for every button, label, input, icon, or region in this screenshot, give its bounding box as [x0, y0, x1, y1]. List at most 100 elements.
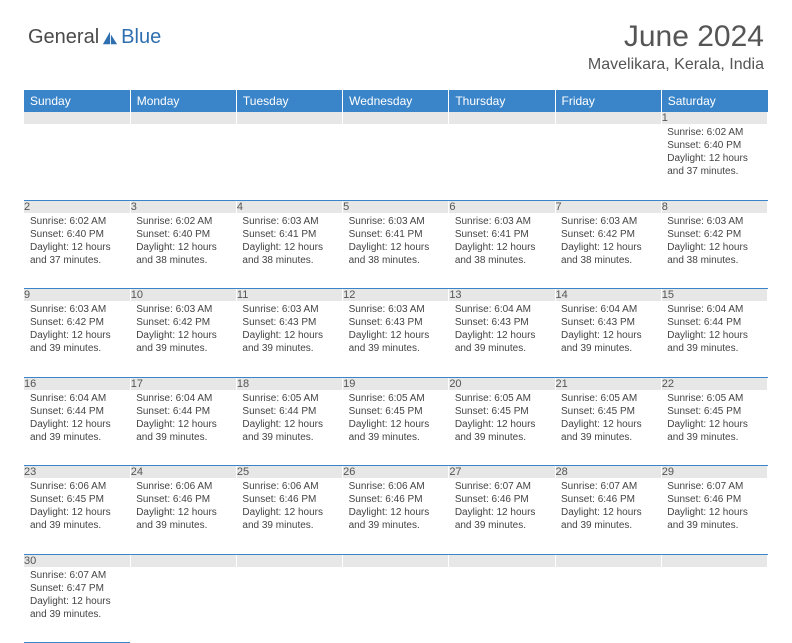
- day-number-cell: 29: [661, 466, 767, 479]
- week-body-row: Sunrise: 6:02 AMSunset: 6:40 PMDaylight:…: [24, 213, 768, 289]
- sunrise-line: Sunrise: 6:05 AM: [349, 392, 443, 405]
- day-body-cell: Sunrise: 6:06 AMSunset: 6:46 PMDaylight:…: [236, 478, 342, 554]
- day-number-cell: [449, 554, 555, 567]
- day-details: Sunrise: 6:03 AMSunset: 6:41 PMDaylight:…: [236, 213, 342, 271]
- day-body-cell: Sunrise: 6:07 AMSunset: 6:47 PMDaylight:…: [24, 567, 130, 643]
- location-text: Mavelikara, Kerala, India: [588, 56, 764, 74]
- day-body-cell: [236, 567, 342, 643]
- day-number-cell: 28: [555, 466, 661, 479]
- sunrise-line: Sunrise: 6:06 AM: [349, 480, 443, 493]
- daylight-line: Daylight: 12 hours and 39 minutes.: [561, 329, 655, 355]
- sunset-line: Sunset: 6:43 PM: [242, 316, 336, 329]
- daylight-line: Daylight: 12 hours and 39 minutes.: [30, 595, 124, 621]
- day-body-cell: Sunrise: 6:05 AMSunset: 6:45 PMDaylight:…: [555, 390, 661, 466]
- day-number-cell: 4: [236, 200, 342, 213]
- daylight-line: Daylight: 12 hours and 39 minutes.: [136, 329, 230, 355]
- daylight-line: Daylight: 12 hours and 39 minutes.: [455, 506, 549, 532]
- day-body-cell: Sunrise: 6:03 AMSunset: 6:42 PMDaylight:…: [24, 301, 130, 377]
- sunrise-line: Sunrise: 6:02 AM: [30, 215, 124, 228]
- sunset-line: Sunset: 6:45 PM: [455, 405, 549, 418]
- day-details: Sunrise: 6:04 AMSunset: 6:44 PMDaylight:…: [661, 301, 767, 359]
- daylight-line: Daylight: 12 hours and 38 minutes.: [561, 241, 655, 267]
- sunrise-line: Sunrise: 6:05 AM: [561, 392, 655, 405]
- week-body-row: Sunrise: 6:04 AMSunset: 6:44 PMDaylight:…: [24, 390, 768, 466]
- day-number-cell: 6: [449, 200, 555, 213]
- week-body-row: Sunrise: 6:07 AMSunset: 6:47 PMDaylight:…: [24, 567, 768, 643]
- day-body-cell: Sunrise: 6:02 AMSunset: 6:40 PMDaylight:…: [24, 213, 130, 289]
- sunrise-line: Sunrise: 6:07 AM: [667, 480, 761, 493]
- day-number-cell: [130, 554, 236, 567]
- sunrise-line: Sunrise: 6:03 AM: [242, 303, 336, 316]
- day-number-cell: 8: [661, 200, 767, 213]
- day-number-cell: [555, 112, 661, 124]
- sunset-line: Sunset: 6:46 PM: [455, 493, 549, 506]
- day-number-cell: 11: [236, 289, 342, 302]
- day-number-cell: [661, 554, 767, 567]
- day-number-cell: 26: [343, 466, 449, 479]
- day-details: Sunrise: 6:06 AMSunset: 6:45 PMDaylight:…: [24, 478, 130, 536]
- day-body-cell: Sunrise: 6:04 AMSunset: 6:44 PMDaylight:…: [661, 301, 767, 377]
- day-details: Sunrise: 6:02 AMSunset: 6:40 PMDaylight:…: [661, 124, 767, 182]
- sunrise-line: Sunrise: 6:04 AM: [561, 303, 655, 316]
- day-body-cell: Sunrise: 6:06 AMSunset: 6:46 PMDaylight:…: [130, 478, 236, 554]
- sunrise-line: Sunrise: 6:07 AM: [455, 480, 549, 493]
- sunrise-line: Sunrise: 6:05 AM: [455, 392, 549, 405]
- day-number-cell: 17: [130, 377, 236, 390]
- daylight-line: Daylight: 12 hours and 38 minutes.: [667, 241, 761, 267]
- sunrise-line: Sunrise: 6:07 AM: [30, 569, 124, 582]
- week-body-row: Sunrise: 6:06 AMSunset: 6:45 PMDaylight:…: [24, 478, 768, 554]
- day-number-cell: 13: [449, 289, 555, 302]
- day-body-cell: [661, 567, 767, 643]
- day-details: Sunrise: 6:03 AMSunset: 6:43 PMDaylight:…: [343, 301, 449, 359]
- daylight-line: Daylight: 12 hours and 39 minutes.: [349, 418, 443, 444]
- day-header-row: Sunday Monday Tuesday Wednesday Thursday…: [24, 90, 768, 112]
- day-body-cell: [555, 124, 661, 200]
- week-body-row: Sunrise: 6:02 AMSunset: 6:40 PMDaylight:…: [24, 124, 768, 200]
- daylight-line: Daylight: 12 hours and 39 minutes.: [349, 506, 443, 532]
- day-number-cell: 14: [555, 289, 661, 302]
- day-body-cell: Sunrise: 6:03 AMSunset: 6:41 PMDaylight:…: [449, 213, 555, 289]
- week-daynum-row: 1: [24, 112, 768, 124]
- sunrise-line: Sunrise: 6:03 AM: [667, 215, 761, 228]
- month-title: June 2024: [588, 20, 764, 54]
- day-details: Sunrise: 6:06 AMSunset: 6:46 PMDaylight:…: [236, 478, 342, 536]
- day-number-cell: 23: [24, 466, 130, 479]
- sail-icon: [101, 30, 119, 46]
- day-body-cell: [130, 567, 236, 643]
- day-details: Sunrise: 6:05 AMSunset: 6:45 PMDaylight:…: [555, 390, 661, 448]
- day-body-cell: Sunrise: 6:03 AMSunset: 6:42 PMDaylight:…: [661, 213, 767, 289]
- day-details: Sunrise: 6:02 AMSunset: 6:40 PMDaylight:…: [130, 213, 236, 271]
- sunrise-line: Sunrise: 6:04 AM: [455, 303, 549, 316]
- day-details: Sunrise: 6:04 AMSunset: 6:44 PMDaylight:…: [24, 390, 130, 448]
- week-daynum-row: 16171819202122: [24, 377, 768, 390]
- daylight-line: Daylight: 12 hours and 39 minutes.: [561, 506, 655, 532]
- sunset-line: Sunset: 6:41 PM: [349, 228, 443, 241]
- day-body-cell: Sunrise: 6:05 AMSunset: 6:45 PMDaylight:…: [449, 390, 555, 466]
- daylight-line: Daylight: 12 hours and 39 minutes.: [242, 418, 336, 444]
- sunrise-line: Sunrise: 6:03 AM: [561, 215, 655, 228]
- day-body-cell: [343, 567, 449, 643]
- sunrise-line: Sunrise: 6:03 AM: [349, 303, 443, 316]
- day-details: Sunrise: 6:05 AMSunset: 6:45 PMDaylight:…: [449, 390, 555, 448]
- sunset-line: Sunset: 6:44 PM: [242, 405, 336, 418]
- day-details: Sunrise: 6:05 AMSunset: 6:44 PMDaylight:…: [236, 390, 342, 448]
- day-body-cell: Sunrise: 6:07 AMSunset: 6:46 PMDaylight:…: [449, 478, 555, 554]
- day-body-cell: Sunrise: 6:05 AMSunset: 6:44 PMDaylight:…: [236, 390, 342, 466]
- sunset-line: Sunset: 6:47 PM: [30, 582, 124, 595]
- daylight-line: Daylight: 12 hours and 39 minutes.: [455, 329, 549, 355]
- brand-part2: Blue: [121, 26, 161, 49]
- sunset-line: Sunset: 6:41 PM: [455, 228, 549, 241]
- sunset-line: Sunset: 6:44 PM: [136, 405, 230, 418]
- day-number-cell: 1: [661, 112, 767, 124]
- day-body-cell: Sunrise: 6:03 AMSunset: 6:41 PMDaylight:…: [236, 213, 342, 289]
- day-number-cell: [343, 554, 449, 567]
- sunset-line: Sunset: 6:44 PM: [667, 316, 761, 329]
- daylight-line: Daylight: 12 hours and 39 minutes.: [667, 506, 761, 532]
- sunset-line: Sunset: 6:42 PM: [136, 316, 230, 329]
- daylight-line: Daylight: 12 hours and 37 minutes.: [30, 241, 124, 267]
- sunrise-line: Sunrise: 6:03 AM: [30, 303, 124, 316]
- daylight-line: Daylight: 12 hours and 38 minutes.: [455, 241, 549, 267]
- day-header: Wednesday: [343, 90, 449, 112]
- daylight-line: Daylight: 12 hours and 38 minutes.: [136, 241, 230, 267]
- sunrise-line: Sunrise: 6:03 AM: [136, 303, 230, 316]
